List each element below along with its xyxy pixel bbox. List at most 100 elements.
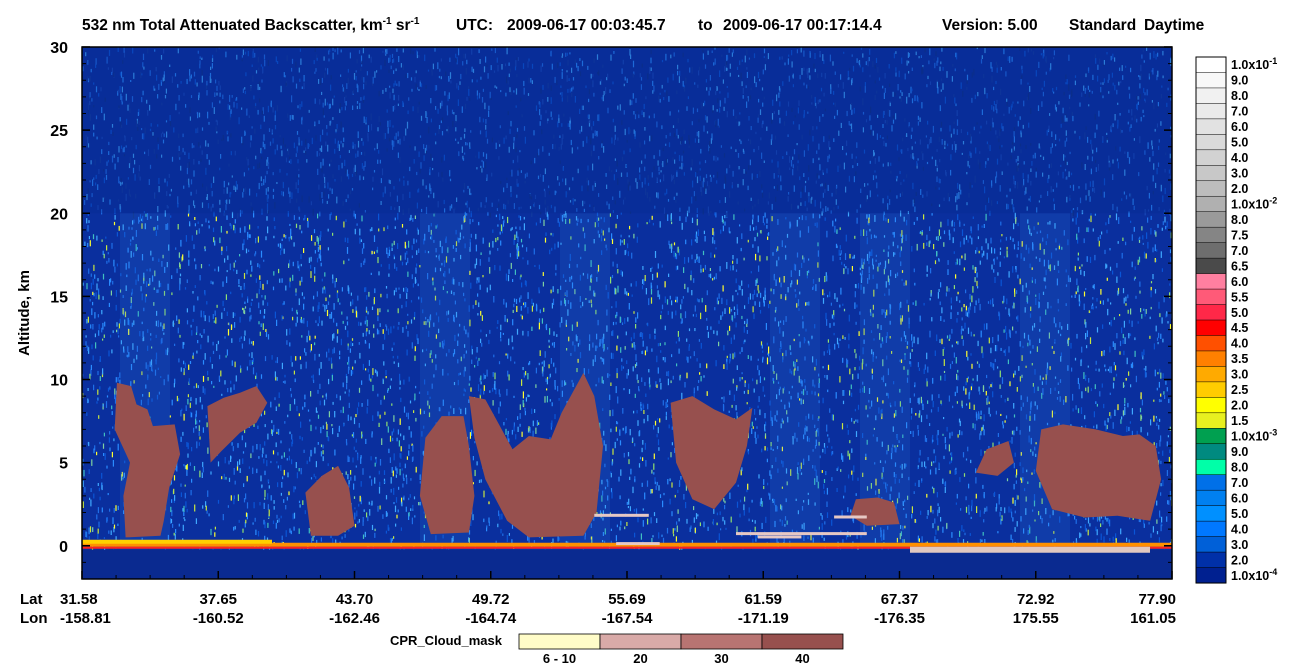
noise-pixel-2477 (336, 292, 338, 299)
noise-pixel-1357 (396, 437, 398, 442)
noise-pixel-4629 (621, 322, 624, 325)
noise-pixel-3896 (1013, 430, 1015, 436)
noise-pixel-4790 (299, 225, 301, 230)
noise-pixel-1888 (956, 258, 958, 261)
noise-pixel-1441 (822, 114, 824, 117)
noise-pixel-4921 (1055, 238, 1057, 243)
noise-pixel-4803 (515, 298, 518, 304)
noise-pixel-4611 (793, 185, 795, 192)
noise-pixel-3991 (1033, 500, 1036, 507)
noise-pixel-2216 (1057, 309, 1060, 312)
noise-pixel-80 (770, 474, 772, 480)
noise-pixel-4220 (213, 107, 215, 114)
noise-pixel-1115 (392, 88, 394, 94)
noise-pixel-804 (517, 246, 520, 252)
noise-pixel-3674 (385, 495, 388, 500)
noise-pixel-1403 (230, 133, 232, 138)
noise-pixel-3754 (929, 298, 931, 301)
noise-pixel-3779 (744, 496, 746, 502)
noise-pixel-3650 (398, 440, 400, 447)
noise-pixel-4692 (1067, 239, 1069, 246)
noise-pixel-4074 (741, 315, 743, 320)
noise-pixel-1381 (356, 223, 358, 226)
noise-pixel-4541 (960, 82, 962, 89)
noise-pixel-1910 (465, 68, 467, 75)
noise-pixel-2232 (889, 336, 891, 339)
noise-pixel-2622 (865, 456, 867, 460)
noise-pixel-2632 (210, 206, 212, 212)
noise-pixel-3804 (913, 491, 915, 494)
noise-pixel-594 (1068, 337, 1070, 340)
noise-pixel-4124 (262, 141, 264, 148)
noise-pixel-3033 (955, 274, 957, 279)
noise-pixel-3717 (917, 465, 919, 469)
noise-pixel-1233 (954, 68, 956, 72)
noise-pixel-4487 (944, 481, 947, 487)
noise-pixel-1386 (128, 189, 130, 196)
noise-pixel-449 (361, 138, 363, 141)
noise-pixel-2174 (267, 226, 269, 234)
noise-pixel-3735 (1166, 311, 1168, 317)
noise-pixel-2058 (455, 248, 457, 252)
noise-pixel-3095 (975, 300, 977, 306)
noise-pixel-4540 (466, 96, 468, 101)
noise-pixel-3443 (97, 532, 99, 540)
noise-pixel-4710 (423, 238, 425, 245)
noise-pixel-2506 (89, 526, 92, 533)
noise-pixel-2785 (1114, 114, 1116, 121)
noise-pixel-3683 (1154, 244, 1156, 252)
noise-pixel-2146 (951, 431, 953, 436)
noise-pixel-3117 (607, 292, 609, 299)
noise-pixel-1685 (937, 406, 939, 412)
noise-pixel-1756 (1016, 316, 1018, 320)
noise-pixel-4162 (201, 150, 203, 155)
noise-pixel-3873 (933, 461, 935, 464)
noise-pixel-164 (349, 348, 351, 353)
noise-pixel-2357 (708, 274, 710, 278)
noise-pixel-4756 (283, 301, 285, 305)
noise-pixel-4431 (183, 413, 185, 421)
noise-pixel-4089 (239, 468, 241, 473)
noise-pixel-1730 (225, 200, 227, 204)
noise-pixel-4539 (990, 362, 992, 367)
noise-pixel-4161 (948, 444, 950, 452)
noise-pixel-4001 (764, 429, 766, 432)
noise-pixel-4287 (682, 52, 684, 58)
noise-pixel-4462 (949, 432, 951, 439)
noise-pixel-1790 (601, 96, 603, 100)
noise-pixel-4142 (387, 225, 389, 230)
noise-pixel-2723 (1114, 84, 1116, 91)
noise-pixel-1776 (106, 395, 109, 398)
noise-pixel-3510 (911, 513, 913, 519)
noise-pixel-4804 (1136, 118, 1138, 123)
noise-pixel-3627 (219, 92, 221, 97)
noise-pixel-1996 (627, 184, 629, 191)
noise-pixel-3997 (238, 117, 240, 125)
noise-pixel-4032 (1058, 138, 1061, 142)
noise-pixel-2548 (511, 227, 513, 230)
noise-pixel-2284 (979, 303, 981, 311)
noise-pixel-4909 (113, 72, 115, 77)
noise-pixel-876 (248, 115, 250, 118)
noise-pixel-1777 (247, 50, 249, 57)
noise-pixel-132 (489, 329, 491, 334)
noise-pixel-1177 (1138, 172, 1140, 177)
noise-pixel-4056 (1025, 414, 1028, 420)
noise-pixel-272 (1047, 222, 1049, 225)
noise-pixel-4491 (738, 166, 740, 170)
noise-pixel-2185 (453, 382, 456, 386)
noise-pixel-4094 (577, 358, 579, 363)
noise-pixel-2832 (1138, 237, 1140, 241)
noise-pixel-1754 (763, 55, 765, 59)
noise-pixel-2072 (171, 76, 173, 83)
noise-pixel-2000 (1087, 386, 1089, 393)
noise-pixel-1342 (1106, 424, 1108, 430)
noise-pixel-2561 (196, 230, 198, 235)
noise-pixel-1638 (300, 468, 302, 475)
noise-pixel-2254 (464, 215, 466, 222)
noise-pixel-3694 (627, 317, 629, 322)
noise-pixel-1669 (1160, 251, 1162, 258)
noise-pixel-3104 (195, 426, 197, 429)
noise-pixel-1207 (629, 148, 631, 153)
noise-pixel-3296 (587, 180, 590, 186)
